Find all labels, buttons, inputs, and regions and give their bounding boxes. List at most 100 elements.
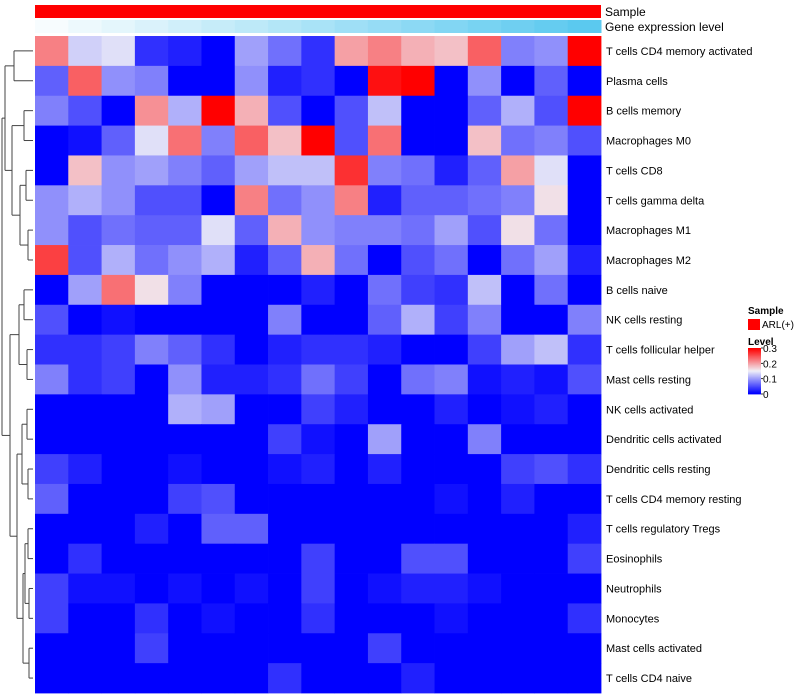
heatmap-cell bbox=[401, 65, 435, 97]
heatmap-cell bbox=[268, 483, 302, 515]
legend-gradient-step bbox=[748, 392, 761, 395]
heatmap-cell bbox=[434, 125, 469, 156]
heatmap-cell bbox=[367, 663, 402, 694]
legend-gradient-step bbox=[748, 361, 761, 364]
heatmap-cell bbox=[134, 274, 169, 306]
heatmap-cell bbox=[367, 633, 402, 664]
heatmap-cell bbox=[234, 364, 269, 395]
heatmap-cell bbox=[68, 274, 102, 306]
heatmap-cell bbox=[434, 65, 469, 97]
heatmap-cell bbox=[434, 304, 469, 336]
heatmap-cell bbox=[268, 155, 302, 186]
heatmap-cell bbox=[35, 364, 69, 395]
legend-sample-entry: ARL(+) bbox=[762, 320, 794, 331]
heatmap-cell bbox=[201, 543, 236, 574]
heatmap-cell bbox=[434, 36, 469, 67]
heatmap-cell bbox=[101, 304, 136, 336]
heatmap-cell bbox=[501, 155, 535, 186]
heatmap-cell bbox=[434, 185, 469, 216]
heatmap-cell bbox=[68, 364, 102, 395]
legend-gradient-step bbox=[748, 390, 761, 393]
heatmap-cell bbox=[234, 633, 269, 664]
heatmap-cell bbox=[301, 573, 336, 604]
row-label: Eosinophils bbox=[606, 554, 663, 566]
heatmap-cell bbox=[234, 95, 269, 126]
heatmap-cell bbox=[534, 424, 569, 455]
heatmap-cell bbox=[367, 95, 402, 126]
heatmap-cell bbox=[567, 95, 602, 126]
heatmap-cell bbox=[134, 543, 169, 574]
legend-gradient-step bbox=[748, 374, 761, 376]
heatmap-cell bbox=[301, 424, 336, 455]
heatmap-cell bbox=[301, 95, 336, 126]
legend-gradient-step bbox=[748, 368, 761, 371]
legend-gradient-step bbox=[748, 373, 761, 375]
legend-gradient-step bbox=[748, 362, 761, 365]
legend-gradient-step bbox=[748, 365, 761, 367]
heatmap-cell bbox=[134, 394, 169, 425]
heatmap-cell bbox=[201, 215, 236, 246]
expression-track-cell bbox=[334, 20, 369, 33]
heatmap-cell bbox=[35, 215, 69, 246]
row-label: Mast cells resting bbox=[606, 374, 691, 386]
heatmap-cell bbox=[168, 155, 202, 186]
heatmap-cell bbox=[134, 215, 169, 246]
heatmap-cell bbox=[168, 454, 202, 485]
heatmap-cell bbox=[467, 543, 502, 574]
heatmap-cell bbox=[134, 155, 169, 186]
heatmap-cell bbox=[534, 364, 569, 395]
heatmap-cell bbox=[534, 245, 569, 276]
heatmap-cell bbox=[301, 304, 336, 336]
heatmap-cell bbox=[501, 513, 535, 545]
heatmap-cell bbox=[567, 663, 602, 694]
heatmap-cell bbox=[367, 603, 402, 634]
heatmap-cell bbox=[68, 215, 102, 246]
heatmap-cell bbox=[101, 185, 136, 216]
heatmap-cell bbox=[534, 543, 569, 574]
legend-gradient-step bbox=[748, 379, 761, 381]
heatmap-cell bbox=[201, 364, 236, 395]
heatmap-cell bbox=[401, 663, 435, 694]
heatmap-cell bbox=[467, 36, 502, 67]
legend-gradient-step bbox=[748, 389, 761, 391]
heatmap-cell bbox=[201, 95, 236, 126]
legend-sample-title: Sample bbox=[748, 306, 784, 317]
legend-gradient-step bbox=[748, 360, 761, 363]
heatmap-cell bbox=[168, 603, 202, 634]
heatmap-cell bbox=[234, 36, 269, 67]
heatmap-cell bbox=[301, 513, 336, 545]
heatmap-cell bbox=[567, 245, 602, 276]
heatmap-cell bbox=[134, 36, 169, 67]
heatmap-cell bbox=[334, 573, 369, 604]
heatmap-cell bbox=[101, 95, 136, 126]
heatmap-cell bbox=[101, 36, 136, 67]
heatmap-cell bbox=[168, 95, 202, 126]
heatmap-cell bbox=[101, 394, 136, 425]
heatmap-cell bbox=[134, 573, 169, 604]
heatmap-cell bbox=[367, 274, 402, 306]
heatmap-cell bbox=[301, 215, 336, 246]
legend-gradient-step bbox=[748, 376, 761, 379]
heatmap-cell bbox=[567, 364, 602, 395]
heatmap-cell bbox=[401, 454, 435, 485]
row-label: T cells regulatory Tregs bbox=[606, 524, 721, 536]
heatmap-cell bbox=[301, 65, 336, 97]
heatmap-cell bbox=[534, 304, 569, 336]
heatmap-cell bbox=[268, 304, 302, 336]
heatmap-cell bbox=[68, 633, 102, 664]
legend-gradient-step bbox=[748, 351, 761, 353]
heatmap-cell bbox=[401, 274, 435, 306]
heatmap-cell bbox=[68, 394, 102, 425]
heatmap-cell bbox=[401, 245, 435, 276]
heatmap-cell bbox=[35, 603, 69, 634]
heatmap-cell bbox=[301, 394, 336, 425]
heatmap-cell bbox=[134, 603, 169, 634]
heatmap-cell bbox=[401, 573, 435, 604]
heatmap-cell bbox=[101, 543, 136, 574]
heatmap-cell bbox=[268, 245, 302, 276]
heatmap-cell bbox=[35, 245, 69, 276]
heatmap-cell bbox=[567, 155, 602, 186]
heatmap-cell bbox=[101, 483, 136, 515]
